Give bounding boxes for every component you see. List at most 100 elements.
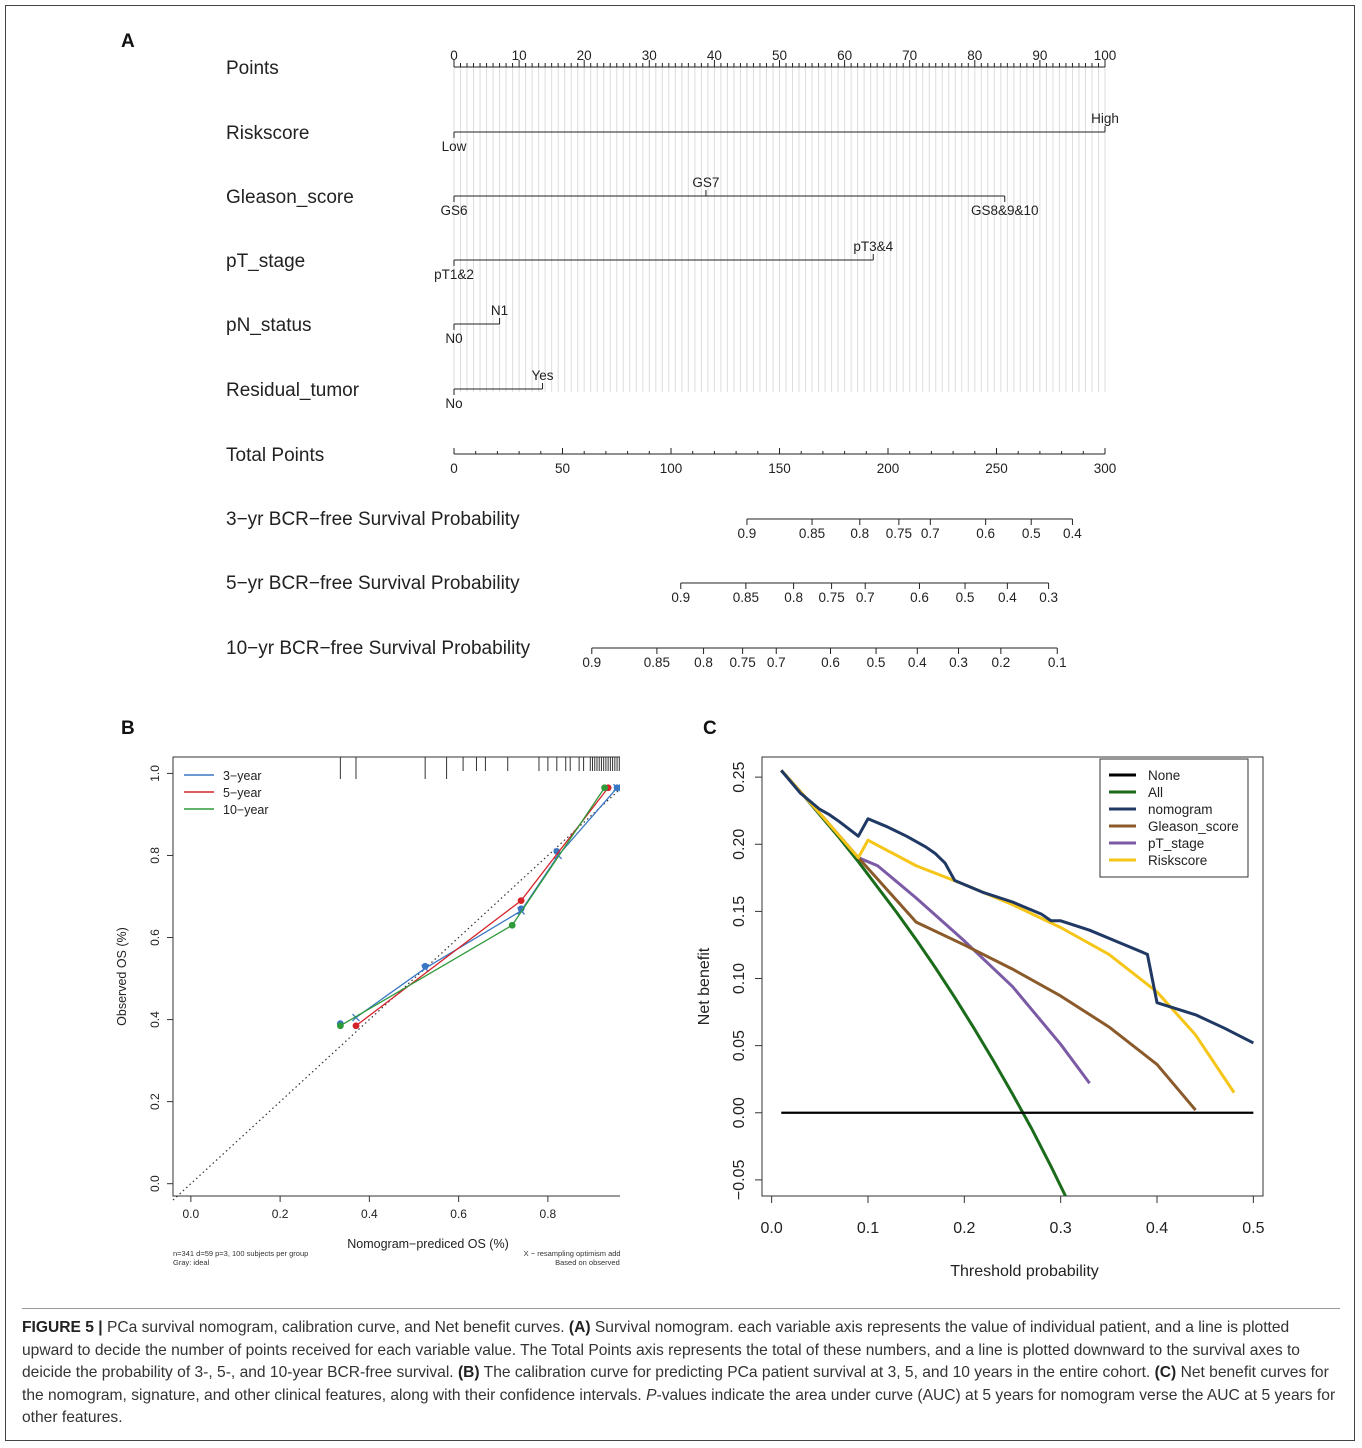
legend-label: nomogram [1148, 802, 1213, 817]
y-tick-label: 0.15 [731, 896, 748, 927]
total-points-tick-label: 50 [555, 461, 570, 476]
caption-a-label: (A) [568, 1319, 591, 1336]
survival-tick-label: 0.4 [1063, 526, 1082, 541]
survival-tick-label: 0.2 [991, 655, 1010, 670]
caption-c-text: Net benefit curves for the nomogram, sig… [22, 1364, 1329, 1404]
nomogram-row-label: pT_stage [226, 251, 305, 272]
total-points-label: Total Points [226, 445, 324, 466]
calibration-note-left: n=341 d=59 p=3, 100 subjects per group [173, 1249, 308, 1258]
nomogram-row-tick-label: GS6 [440, 203, 467, 218]
y-tick-label: 0.00 [731, 1097, 748, 1128]
survival-tick-label: 0.85 [644, 655, 670, 670]
y-tick-label: 0.8 [148, 847, 162, 864]
legend-label: 5−year [223, 786, 262, 800]
caption-figure-label: FIGURE 5 | [22, 1319, 103, 1336]
total-points-tick-label: 100 [660, 461, 683, 476]
survival-tick-label: 0.75 [886, 526, 912, 541]
nomogram-row-tick-label: N0 [445, 331, 462, 346]
calibration-chart: 0.00.00.20.20.40.40.60.60.80.81.01.0Nomo… [115, 756, 620, 1267]
calibration-point [601, 784, 608, 792]
calibration-point [517, 897, 525, 904]
y-tick-label: 0.20 [731, 829, 748, 860]
caption-b-text: The calibration curve for predicting PCa… [479, 1364, 1155, 1381]
plot-frame [172, 756, 620, 1197]
total-points-tick-label: 250 [985, 461, 1008, 476]
points-tick-label: 30 [642, 48, 657, 63]
x-tick-label: 0.0 [761, 1220, 783, 1237]
survival-tick-label: 0.7 [767, 655, 786, 670]
panel-label-c: C [703, 718, 717, 739]
survival-tick-label: 0.9 [738, 526, 757, 541]
x-tick-label: 0.2 [272, 1207, 289, 1221]
plot-frame [761, 756, 1264, 1197]
net-benefit-series-line [780, 769, 1255, 1045]
calibration-point [421, 962, 429, 970]
nomogram-row-tick-label: GS8&9&10 [971, 203, 1039, 218]
nomogram-row-tick-label: GS7 [692, 175, 719, 190]
x-tick-label: 0.0 [183, 1207, 200, 1221]
panel-label-a: A [121, 31, 135, 52]
caption-c-label: (C) [1154, 1364, 1177, 1381]
survival-tick-label: 0.7 [856, 590, 875, 605]
calibration-note-right: Based on observed−predicted [555, 1258, 620, 1267]
survival-tick-label: 0.3 [1039, 590, 1058, 605]
nomogram-row-tick-label: pT3&4 [853, 239, 893, 254]
legend-label: None [1148, 768, 1180, 783]
survival-tick-label: 0.4 [908, 655, 927, 670]
points-tick-label: 0 [450, 48, 458, 63]
caption-divider [22, 1308, 1340, 1309]
x-tick-label: 0.4 [361, 1207, 378, 1221]
legend-label: Riskscore [1148, 853, 1207, 868]
legend-label: All [1148, 785, 1163, 800]
nomogram-row-label: Riskscore [226, 123, 309, 144]
survival-tick-label: 0.4 [998, 590, 1017, 605]
optimism-x-mark [421, 964, 430, 973]
y-tick-label: 0.2 [148, 1093, 162, 1110]
nomogram-row-label: Points [226, 58, 279, 79]
survival-tick-label: 0.6 [821, 655, 840, 670]
points-tick-label: 60 [837, 48, 852, 63]
legend-label: 10−year [223, 803, 269, 817]
nomogram-row-tick-label: High [1091, 111, 1119, 126]
survival-tick-label: 0.9 [671, 590, 690, 605]
y-tick-label: −0.05 [731, 1160, 748, 1201]
calibration-note-right: X − resampling optimism added, B=500 [524, 1249, 620, 1258]
total-points-tick-label: 150 [768, 461, 791, 476]
calibration-series-line [355, 787, 618, 1019]
caption-b-label: (B) [457, 1364, 480, 1381]
nomogram-row-label: pN_status [226, 315, 312, 336]
points-tick-label: 20 [577, 48, 592, 63]
survival-axis-label: 5−yr BCR−free Survival Probability [226, 573, 520, 594]
legend-label: pT_stage [1148, 836, 1204, 851]
calibration-point [508, 921, 516, 929]
survival-axis-label: 3−yr BCR−free Survival Probability [226, 509, 520, 530]
survival-tick-label: 0.9 [582, 655, 601, 670]
panel-label-b: B [121, 718, 135, 739]
y-tick-label: 0.10 [731, 963, 748, 994]
y-tick-label: 0.0 [148, 1175, 162, 1192]
nomogram-row-tick-label: Yes [532, 368, 554, 383]
caption-p-label: P [646, 1386, 657, 1404]
points-tick-label: 50 [772, 48, 787, 63]
survival-tick-label: 0.3 [949, 655, 968, 670]
y-tick-label: 0.4 [148, 1011, 162, 1028]
points-tick-label: 80 [967, 48, 982, 63]
points-tick-label: 70 [902, 48, 917, 63]
nomogram-row-tick-label: Low [442, 139, 467, 154]
x-tick-label: 0.5 [1242, 1220, 1264, 1237]
y-tick-label: 0.6 [148, 929, 162, 946]
nomogram-row-label: Gleason_score [226, 187, 354, 208]
legend-label: Gleason_score [1148, 819, 1239, 834]
y-tick-label: 0.25 [731, 761, 748, 792]
y-tick-label: 1.0 [148, 765, 162, 782]
figure-caption: FIGURE 5 | PCa survival nomogram, calibr… [22, 1317, 1340, 1430]
total-points-tick-label: 0 [450, 461, 458, 476]
x-tick-label: 0.3 [1050, 1220, 1072, 1237]
survival-axis-label: 10−yr BCR−free Survival Probability [226, 638, 531, 659]
total-points-tick-label: 300 [1094, 461, 1117, 476]
caption-intro: PCa survival nomogram, calibration curve… [102, 1319, 569, 1336]
x-tick-label: 0.1 [857, 1220, 879, 1237]
survival-tick-label: 0.85 [733, 590, 759, 605]
caption-p-text: -values indicate the area under curve (A… [22, 1386, 1336, 1427]
net-benefit-chart: 0.0 0.1 0.2 0.3 0.4 0.5 −0.05 0.00 0.05 0.10 0.15 0… [696, 756, 1265, 1280]
